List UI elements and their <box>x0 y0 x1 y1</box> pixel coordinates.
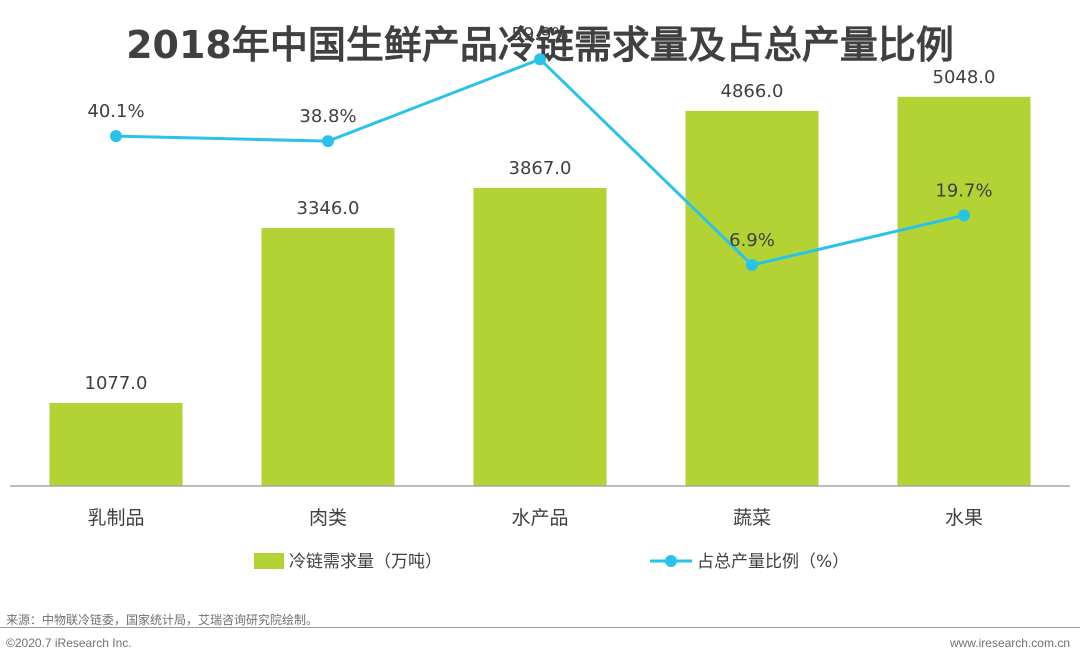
legend-bar-label: 冷链需求量（万吨） <box>289 552 442 572</box>
ratio-point-0 <box>110 130 122 143</box>
category-label-0: 乳制品 <box>87 507 144 529</box>
bar-value-label-2: 3867.0 <box>509 158 572 179</box>
bar-1 <box>261 228 395 486</box>
category-label-4: 水果 <box>945 507 983 529</box>
bar-2 <box>473 187 607 486</box>
chart-svg: 1077.0 3346.0 3867.0 4866.0 5048.0 40.1% 38.8… <box>10 24 1070 572</box>
category-label-2: 水产品 <box>511 507 568 529</box>
category-label-1: 肉类 <box>309 507 347 529</box>
legend-line-label: 占总产量比例（%） <box>697 552 849 572</box>
category-label-3: 蔬菜 <box>733 507 771 529</box>
bar-value-label-1: 3346.0 <box>297 198 360 219</box>
ratio-value-label-3: 6.9% <box>729 230 775 251</box>
line-layer: 40.1% 38.8% 59.9% 6.9% 19.7% <box>87 24 993 272</box>
bars-layer: 1077.0 3346.0 3867.0 4866.0 5048.0 <box>49 67 1031 486</box>
category-labels: 乳制品 肉类 水产品 蔬菜 水果 <box>87 507 983 529</box>
bar-3 <box>685 110 819 486</box>
bar-value-label-3: 4866.0 <box>721 81 784 102</box>
ratio-point-4 <box>958 209 970 222</box>
copyright: ©2020.7 iResearch Inc. <box>6 636 132 650</box>
footer-divider <box>0 627 1080 628</box>
bar-0 <box>49 402 183 486</box>
ratio-value-label-0: 40.1% <box>87 101 144 122</box>
website-link[interactable]: www.iresearch.com.cn <box>949 636 1070 650</box>
legend-line-marker <box>665 555 677 567</box>
legend-bar-swatch <box>254 553 284 569</box>
legend: 冷链需求量（万吨） 占总产量比例（%） <box>254 552 849 572</box>
ratio-point-2 <box>534 53 546 66</box>
bar-value-label-0: 1077.0 <box>85 373 148 394</box>
bar-4 <box>897 96 1031 486</box>
ratio-value-label-1: 38.8% <box>299 106 356 127</box>
source-note: 来源：中物联冷链委，国家统计局，艾瑞咨询研究院绘制。 <box>6 613 319 627</box>
ratio-value-label-4: 19.7% <box>935 180 992 201</box>
ratio-point-1 <box>322 135 334 148</box>
ratio-point-3 <box>746 259 758 272</box>
bar-value-label-4: 5048.0 <box>933 67 996 88</box>
ratio-value-label-2: 59.9% <box>511 24 568 45</box>
